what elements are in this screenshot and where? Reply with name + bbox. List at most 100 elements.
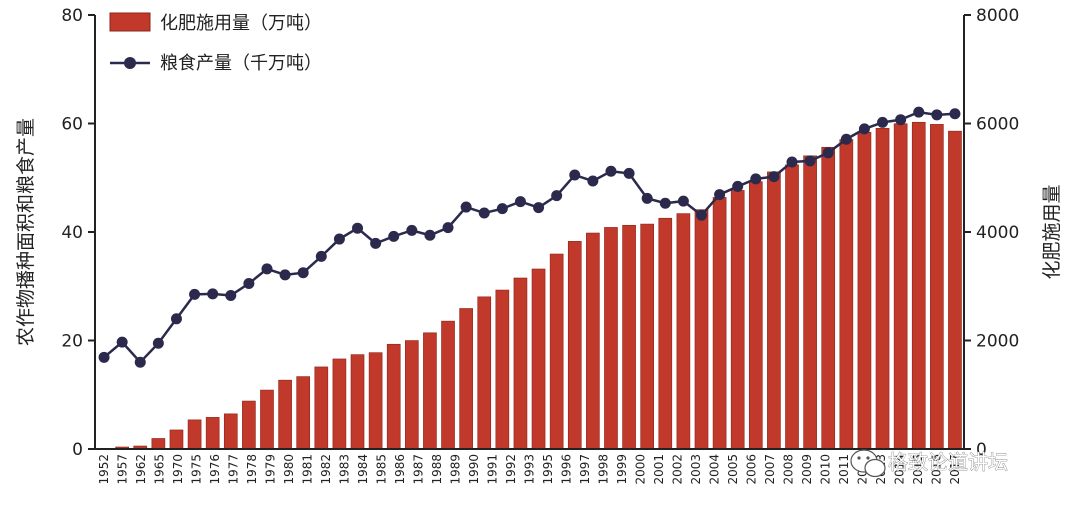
bar-1992	[495, 289, 510, 450]
bar-2003	[694, 209, 709, 450]
grain-point-2002	[677, 195, 689, 207]
bar-2016	[930, 124, 944, 450]
x-tick-label: 1962	[134, 454, 148, 485]
x-tick-label: 1978	[245, 454, 259, 485]
bar-1986	[386, 343, 401, 450]
grain-point-2005	[732, 180, 744, 192]
x-tick-label: 2015	[911, 454, 925, 485]
x-tick-label: 1979	[264, 454, 278, 485]
right-tick-label: 8000	[976, 6, 1019, 26]
wechat-icon	[850, 449, 886, 478]
grain-point-1979	[261, 263, 273, 275]
x-tick-label: 2016	[929, 454, 943, 485]
x-tick-label: 2011	[837, 454, 851, 485]
grain-point-1962	[134, 356, 146, 368]
bar-1998	[604, 227, 618, 450]
bar-2000	[640, 223, 654, 450]
x-tick-label: 1952	[97, 454, 111, 485]
grain-point-2015	[913, 106, 925, 118]
bar-1965	[151, 438, 166, 450]
grain-point-1996	[569, 169, 581, 181]
x-tick-label: 1986	[393, 454, 407, 485]
left-tick-label: 40	[61, 223, 83, 243]
bar-1993	[513, 277, 528, 450]
left-y-ticks: 0 20 40 60 80	[61, 6, 95, 460]
bar-1979	[260, 389, 274, 450]
fertilizer-bars	[97, 121, 962, 450]
x-ticks: 1952 1957 1962 1965 1970 1975 1976 1977 1978 1979…	[97, 454, 962, 485]
x-tick-label: 1980	[282, 454, 296, 485]
grain-point-1988	[424, 229, 436, 241]
bar-1975	[187, 419, 202, 450]
x-tick-label: 1983	[338, 454, 352, 485]
bar-1995	[549, 253, 564, 450]
x-tick-label: 2008	[781, 454, 795, 485]
grain-point-1975	[189, 288, 201, 300]
bar-1987	[405, 340, 419, 450]
right-y-ticks: 0 2000 4000 6000 8000	[964, 6, 1019, 460]
grain-line	[98, 106, 961, 368]
bar-1985	[368, 352, 383, 450]
x-tick-label: 1997	[578, 454, 592, 485]
left-tick-label: 0	[72, 440, 83, 460]
grain-point-2016	[931, 109, 943, 121]
x-tick-label: 2003	[689, 454, 703, 485]
x-tick-label: 1977	[227, 454, 241, 485]
grain-point-1992	[496, 203, 508, 215]
x-tick-label: 2006	[744, 454, 758, 485]
x-tick-label: 1993	[523, 454, 537, 485]
bar-2004	[712, 197, 727, 450]
x-tick-label: 2017	[948, 454, 962, 485]
x-tick-label: 1975	[190, 454, 204, 485]
grain-point-1982	[315, 250, 327, 262]
legend-swatch-bar	[109, 12, 151, 32]
bar-1991	[477, 296, 492, 450]
bar-1976	[205, 417, 220, 450]
grain-point-2006	[750, 173, 762, 185]
bar-2014	[893, 123, 908, 450]
watermark: 格致论道讲坛	[850, 449, 1008, 478]
grain-point-1977	[225, 289, 237, 301]
x-tick-label: 1987	[412, 454, 426, 485]
x-tick-label: 1985	[375, 454, 389, 485]
grain-point-1998	[605, 165, 617, 177]
bar-2005	[730, 190, 745, 450]
x-tick-label: 2010	[818, 454, 832, 485]
x-tick-label: 1991	[486, 454, 500, 485]
grain-point-2014	[895, 114, 907, 126]
grain-point-1989	[442, 222, 454, 234]
bar-1989	[441, 320, 455, 450]
x-tick-label: 1984	[356, 454, 370, 485]
x-tick-label: 1989	[449, 454, 463, 485]
bar-1984	[350, 354, 365, 450]
legend-label-fertilizer: 化肥施用量（万吨）	[160, 13, 322, 34]
grain-point-2008	[786, 156, 798, 168]
grain-point-1957	[116, 336, 128, 348]
x-tick-label: 2000	[633, 454, 647, 485]
bar-2011	[839, 139, 854, 450]
right-tick-label: 0	[976, 440, 987, 460]
x-tick-label: 1996	[559, 454, 573, 485]
grain-point-2009	[804, 155, 816, 167]
x-tick-label: 1995	[541, 454, 555, 485]
grain-point-2000	[641, 192, 653, 204]
bar-1970	[169, 429, 184, 450]
bar-1982	[314, 366, 329, 450]
grain-point-1952	[98, 351, 110, 363]
x-tick-label: 2007	[763, 454, 777, 485]
bar-2007	[767, 171, 781, 450]
x-tick-label: 2014	[892, 454, 906, 485]
left-tick-label: 60	[61, 115, 83, 135]
grain-point-1981	[297, 267, 309, 279]
x-tick-label: 1970	[171, 454, 185, 485]
grain-point-1985	[370, 237, 382, 249]
grain-point-1997	[587, 175, 599, 187]
grain-point-2003	[695, 209, 707, 221]
bar-1983	[332, 358, 347, 450]
grain-point-1978	[243, 278, 255, 290]
grain-point-2012	[858, 123, 870, 135]
grain-point-2011	[840, 133, 852, 145]
grain-point-2004	[714, 189, 726, 201]
grain-point-1991	[478, 207, 490, 219]
